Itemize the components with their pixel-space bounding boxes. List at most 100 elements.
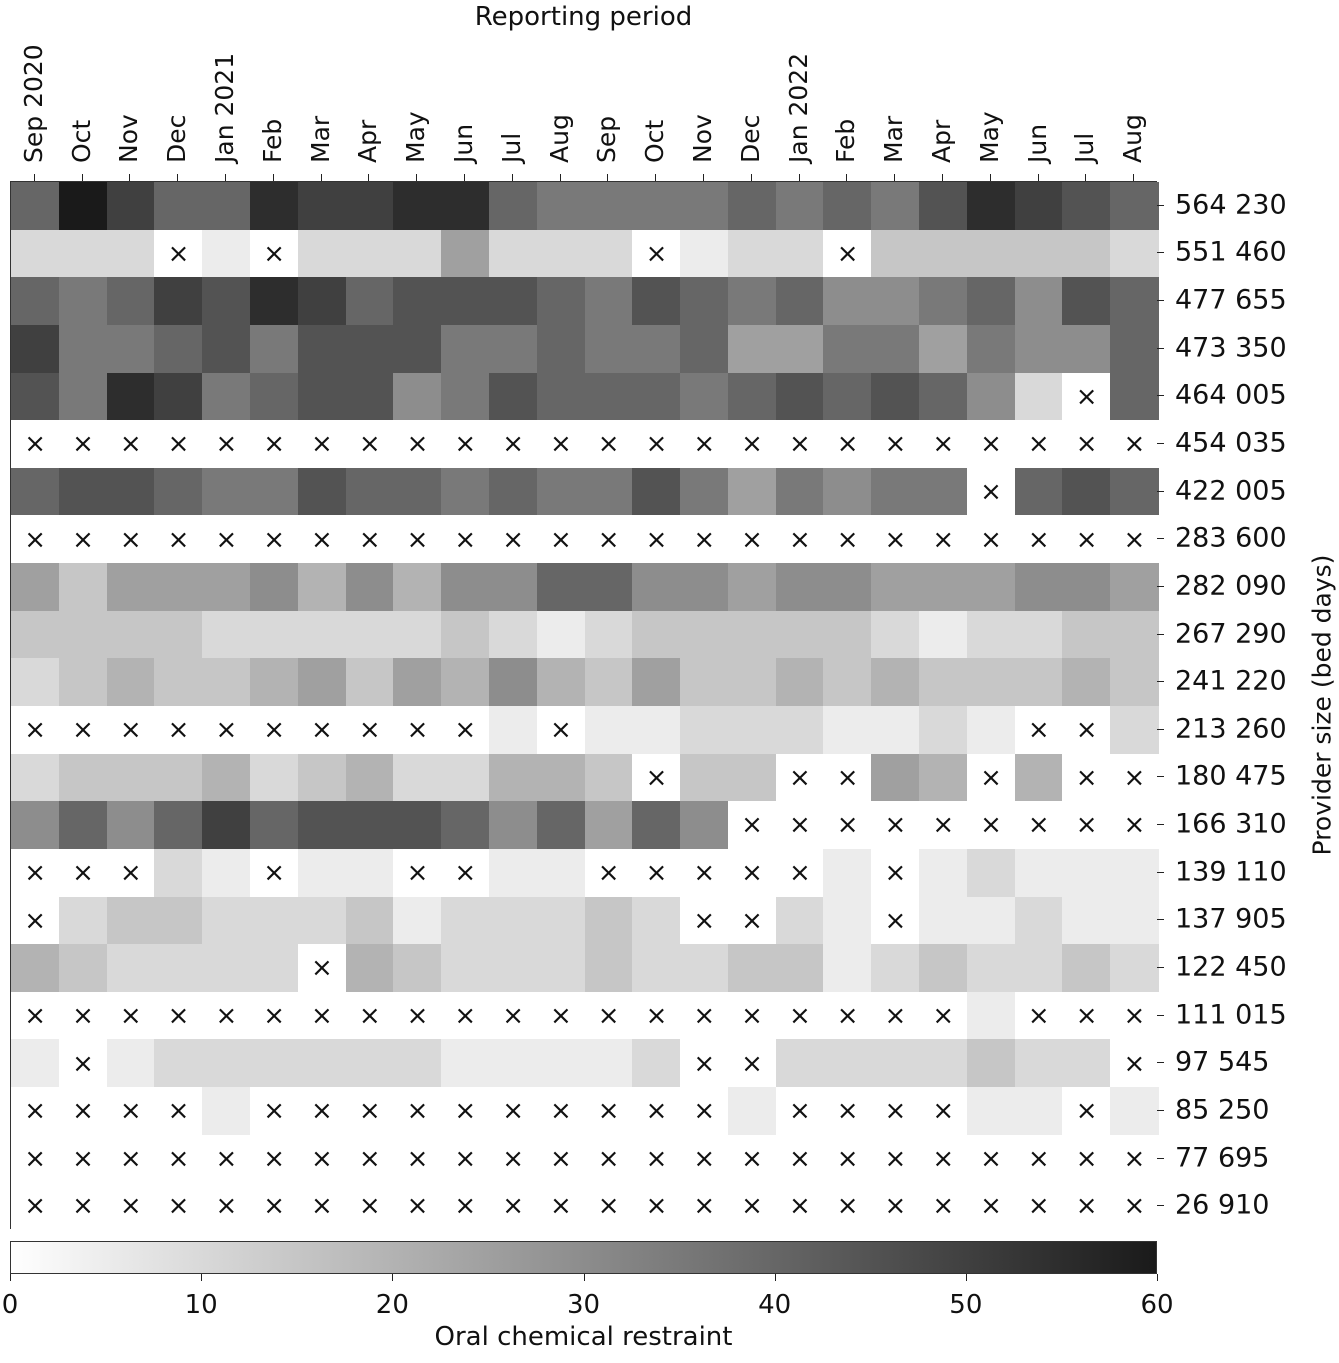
- missing-cross-icon: ×: [884, 429, 907, 460]
- heatmap-cell: [966, 706, 1016, 755]
- heatmap-cell: [488, 467, 538, 517]
- y-tick: [1157, 871, 1164, 873]
- heatmap-cell-missing: ×: [249, 706, 299, 755]
- missing-cross-icon: ×: [167, 1000, 190, 1031]
- missing-cross-icon: ×: [406, 715, 429, 746]
- missing-cross-icon: ×: [72, 715, 94, 746]
- heatmap-cell: [871, 753, 920, 802]
- y-tick: [1157, 1205, 1164, 1207]
- heatmap-cell: [441, 372, 490, 421]
- heatmap-cell: [202, 324, 251, 374]
- heatmap-cell: [632, 706, 681, 755]
- x-tick: [272, 174, 274, 181]
- heatmap-cell: [297, 324, 347, 374]
- heatmap-cell: [1062, 182, 1111, 231]
- heatmap-cell-missing: ×: [966, 515, 1016, 564]
- heatmap-cell-missing: ×: [106, 706, 155, 755]
- missing-cross-icon: ×: [1075, 1096, 1098, 1127]
- heatmap-cell-missing: ×: [488, 1134, 538, 1183]
- y-tick: [1157, 252, 1164, 254]
- heatmap-cell: [488, 848, 538, 898]
- heatmap-cell-missing: ×: [1062, 991, 1111, 1041]
- heatmap-cell: [488, 706, 538, 755]
- heatmap-cell: [249, 753, 299, 802]
- heatmap-cell: [58, 801, 108, 850]
- heatmap-cell: [393, 372, 442, 421]
- heatmap-cell: [727, 182, 777, 231]
- heatmap-cell: [536, 372, 586, 421]
- x-tick-label: Dec: [162, 114, 192, 163]
- heatmap-cell: [297, 801, 347, 850]
- heatmap-cell: [297, 658, 347, 707]
- heatmap-cell: [345, 944, 394, 993]
- heatmap-cell-missing: ×: [871, 1182, 920, 1231]
- heatmap-cell-missing: ×: [871, 515, 920, 564]
- missing-cross-icon: ×: [167, 524, 190, 555]
- heatmap-cell: [775, 610, 825, 659]
- heatmap-cell-missing: ×: [632, 991, 681, 1041]
- heatmap-cell: [488, 896, 538, 945]
- heatmap-cell: [345, 467, 394, 517]
- heatmap-cell-missing: ×: [202, 706, 251, 755]
- heatmap-cell-missing: ×: [871, 420, 920, 469]
- heatmap-cell-missing: ×: [11, 515, 60, 564]
- heatmap-cell: [345, 848, 394, 898]
- heatmap-cell-missing: ×: [58, 991, 108, 1041]
- heatmap-cell: [680, 658, 729, 707]
- heatmap-cell: [966, 991, 1016, 1041]
- heatmap-cell-missing: ×: [58, 1182, 108, 1231]
- heatmap-cell: [441, 229, 490, 278]
- heatmap-cell: [823, 610, 872, 659]
- missing-cross-icon: ×: [24, 905, 47, 936]
- heatmap-cell: [488, 753, 538, 802]
- heatmap-cell: [154, 324, 203, 374]
- missing-cross-icon: ×: [836, 1000, 859, 1031]
- missing-cross-icon: ×: [980, 810, 1002, 841]
- heatmap-cell: [297, 277, 347, 326]
- heatmap-cell: [680, 944, 729, 993]
- missing-cross-icon: ×: [884, 810, 907, 841]
- missing-cross-icon: ×: [358, 429, 381, 460]
- heatmap-cell-missing: ×: [249, 1182, 299, 1231]
- y-tick-label: 97 545: [1175, 1046, 1270, 1078]
- heatmap-cell-missing: ×: [393, 848, 442, 898]
- missing-cross-icon: ×: [72, 1143, 94, 1174]
- heatmap-cell-missing: ×: [680, 848, 729, 898]
- x-tick-label: Dec: [735, 114, 765, 163]
- missing-cross-icon: ×: [550, 1000, 572, 1031]
- heatmap-cell: [249, 324, 299, 374]
- heatmap-cell: [680, 753, 729, 802]
- heatmap-cell: [871, 658, 920, 707]
- heatmap-cell: [11, 610, 60, 659]
- heatmap-cell: [11, 467, 60, 517]
- missing-cross-icon: ×: [597, 524, 620, 555]
- heatmap-cell: [11, 658, 60, 707]
- missing-cross-icon: ×: [215, 524, 238, 555]
- heatmap-cell-missing: ×: [1062, 515, 1111, 564]
- missing-cross-icon: ×: [932, 1096, 955, 1127]
- heatmap-cell: [106, 896, 155, 945]
- heatmap-cell: [775, 277, 825, 326]
- missing-cross-icon: ×: [454, 715, 477, 746]
- heatmap-cell: [393, 658, 442, 707]
- x-tick: [368, 174, 370, 181]
- heatmap-cell: [393, 467, 442, 517]
- missing-cross-icon: ×: [215, 429, 238, 460]
- colorbar-tick: [10, 1274, 11, 1281]
- heatmap-cell-missing: ×: [202, 991, 251, 1041]
- missing-cross-icon: ×: [741, 524, 763, 555]
- heatmap-cell: [58, 229, 108, 278]
- x-tick: [1037, 174, 1039, 181]
- missing-cross-icon: ×: [1027, 810, 1050, 841]
- heatmap-cell: [632, 896, 681, 945]
- missing-cross-icon: ×: [263, 429, 286, 460]
- missing-cross-icon: ×: [24, 429, 47, 460]
- missing-cross-icon: ×: [311, 1000, 333, 1031]
- heatmap-cell: [11, 563, 60, 612]
- x-tick: [320, 174, 322, 181]
- heatmap-cell: [1062, 944, 1111, 993]
- heatmap-cell-missing: ×: [106, 515, 155, 564]
- heatmap-cell: [919, 944, 968, 993]
- heatmap-cell: [680, 610, 729, 659]
- heatmap-cell: [106, 372, 155, 421]
